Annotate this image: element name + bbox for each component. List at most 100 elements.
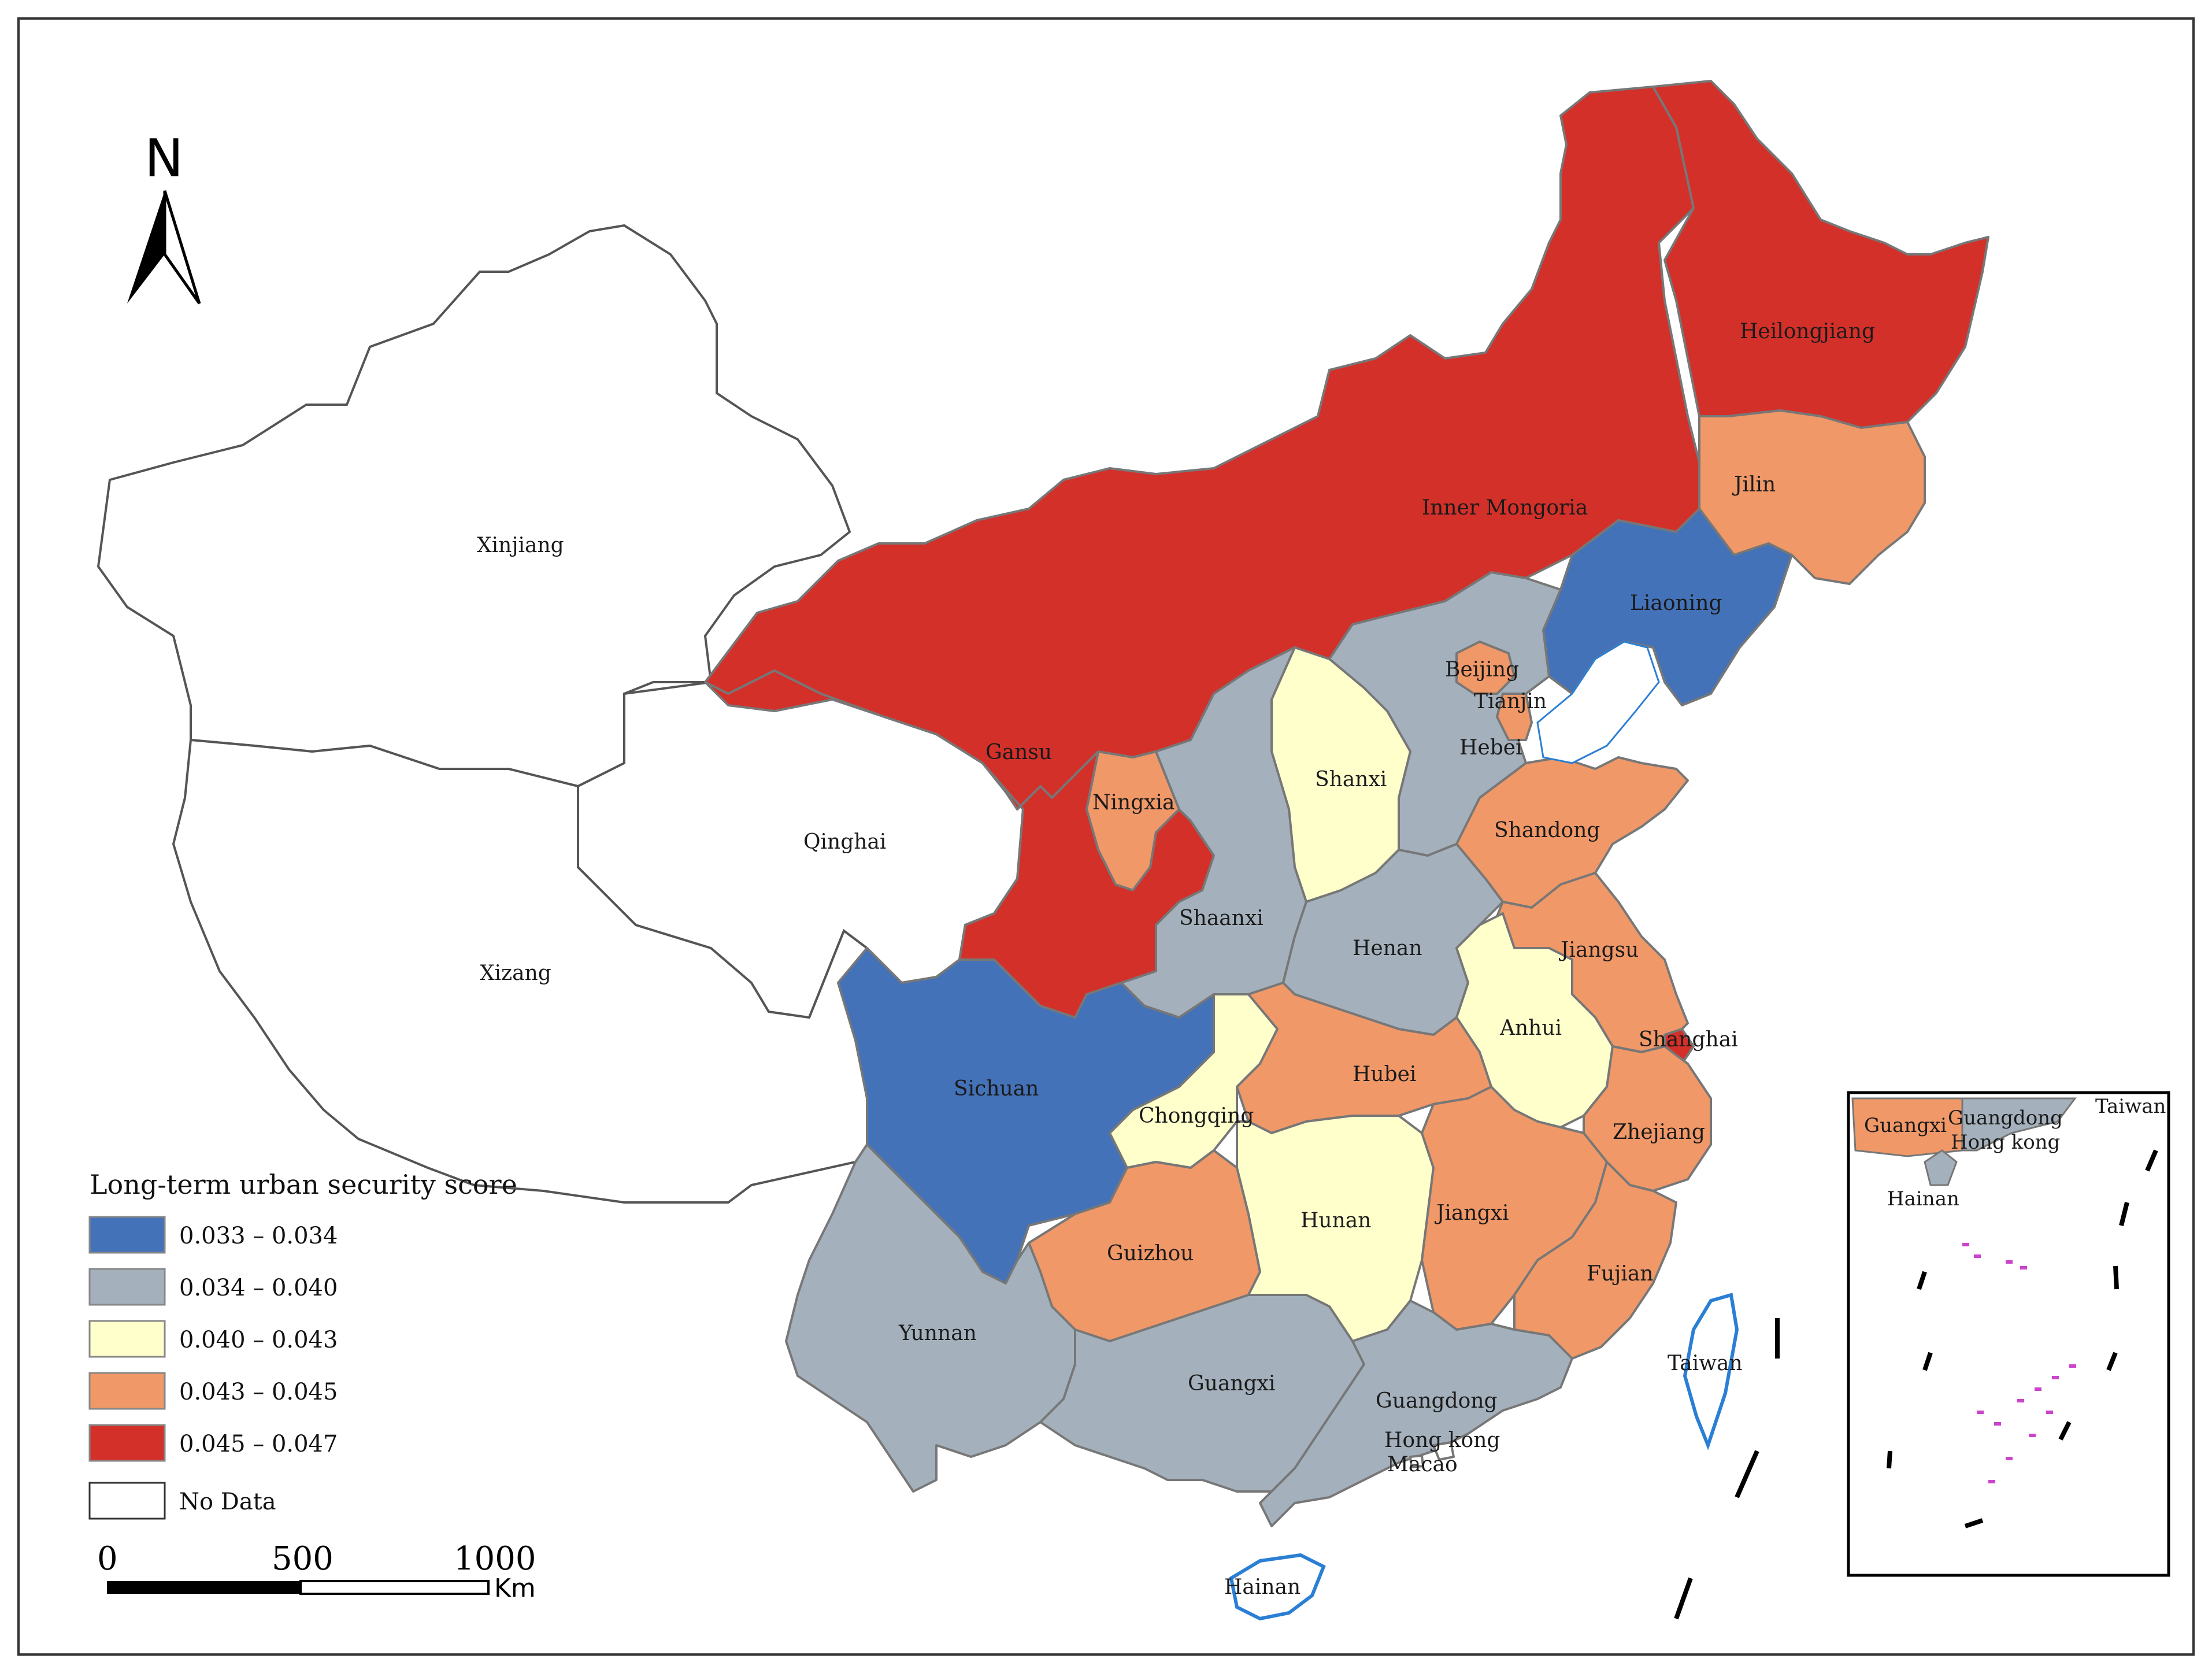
- inset-dash-4: [1917, 1271, 1927, 1290]
- legend-label-2: 0.040 – 0.043: [179, 1327, 338, 1353]
- north-arrow-outline-icon: [163, 190, 201, 305]
- province-label-inner-mongoria: Inner Mongoria: [1422, 496, 1588, 520]
- province-label-shanghai: Shanghai: [1639, 1028, 1738, 1052]
- inset-island: [2020, 1266, 2027, 1269]
- province-label-henan: Henan: [1353, 937, 1422, 960]
- province-label-hebei: Hebei: [1459, 736, 1522, 760]
- province-label-hunan: Hunan: [1300, 1209, 1371, 1232]
- province-label-shandong: Shandong: [1494, 819, 1600, 842]
- province-label-xinjiang: Xinjiang: [477, 534, 564, 557]
- bohai-sea: [1536, 641, 1660, 764]
- scale-tick-0: 0: [97, 1540, 118, 1578]
- province-label-hubei: Hubei: [1353, 1063, 1416, 1086]
- scale-bar-black: [107, 1581, 301, 1594]
- south-china-sea-inset: Guangxi Guangdong Hong kong Taiwan Haina…: [1847, 1091, 2170, 1577]
- inset-island: [2017, 1399, 2024, 1402]
- legend-swatch-no-data: [88, 1482, 166, 1520]
- province-label-heilongjiang: Heilongjiang: [1740, 320, 1875, 343]
- inset-guangxi: [1851, 1097, 1963, 1157]
- nine-dash-2: [1735, 1450, 1759, 1498]
- inset-dash-5: [1922, 1352, 1933, 1371]
- inset-island: [2069, 1364, 2076, 1368]
- inset-guangdong: [1961, 1097, 2077, 1152]
- province-label-ningxia: Ningxia: [1092, 791, 1175, 815]
- legend-swatch-0: [88, 1216, 166, 1254]
- inset-islands: [1962, 1243, 2076, 1483]
- province-label-shanxi: Shanxi: [1315, 768, 1387, 791]
- legend-swatch-2: [88, 1320, 166, 1358]
- province-label-yunnan: Yunnan: [898, 1322, 977, 1345]
- nine-dash-3: [1674, 1577, 1693, 1620]
- province-label-hainan: Hainan: [1224, 1575, 1300, 1599]
- province-label-jiangxi: Jiangxi: [1434, 1201, 1509, 1225]
- province-label-tianjin: Tianjin: [1474, 690, 1547, 713]
- province-beijing: [1455, 641, 1516, 695]
- legend-label-0: 0.033 – 0.034: [179, 1223, 338, 1249]
- inset-hainan: [1924, 1149, 1958, 1186]
- scale-bar: 0 500 1000 Km: [97, 1540, 536, 1603]
- inset-label-guangxi: Guangxi: [1864, 1114, 1947, 1137]
- legend-label-4: 0.045 – 0.047: [179, 1431, 338, 1457]
- inset-island: [1962, 1243, 1969, 1246]
- inset-dash-3: [2113, 1265, 2119, 1290]
- province-fujian: [1513, 1161, 1677, 1360]
- legend-label-1: 0.034 – 0.040: [179, 1275, 338, 1301]
- province-label-chongqing: Chongqing: [1139, 1104, 1254, 1128]
- inset-island: [1988, 1480, 1995, 1483]
- province-label-guizhou: Guizhou: [1107, 1242, 1194, 1265]
- scale-tick-500: 500: [272, 1540, 334, 1578]
- inset-dash-1: [2145, 1149, 2158, 1172]
- inset-island: [2052, 1376, 2059, 1379]
- inset-dash-8: [2058, 1421, 2072, 1441]
- inset-dash-9: [1964, 1518, 1984, 1528]
- inset-island: [2029, 1434, 2036, 1437]
- inset-dash-2: [2119, 1202, 2129, 1226]
- inset-island: [2035, 1387, 2041, 1391]
- province-label-sichuan: Sichuan: [954, 1077, 1039, 1101]
- province-heilongjiang: [1652, 80, 1989, 429]
- legend-swatch-4: [88, 1424, 166, 1462]
- inset-island: [2046, 1411, 2053, 1414]
- province-taiwan: [1683, 1293, 1739, 1450]
- north-arrow: N: [127, 128, 201, 305]
- province-label-anhui: Anhui: [1499, 1016, 1562, 1040]
- province-label-guangdong: Guangdong: [1376, 1389, 1498, 1413]
- province-label-zhejiang: Zhejiang: [1613, 1120, 1705, 1144]
- inset-dash-6: [2106, 1352, 2118, 1371]
- inset-island: [2006, 1260, 2013, 1264]
- inset-island: [1974, 1254, 1981, 1258]
- province-label-jiangsu: Jiangsu: [1558, 938, 1639, 962]
- inset-frame: [1847, 1091, 2170, 1577]
- legend: Long-term urban security score 0.033 – 0…: [88, 1169, 517, 1520]
- north-label: N: [144, 128, 183, 189]
- province-label-qinghai: Qinghai: [803, 830, 886, 854]
- province-inner-mongoria: [704, 86, 1700, 810]
- legend-title: Long-term urban security score: [90, 1169, 517, 1200]
- provinces-layer: [97, 80, 1989, 1621]
- legend-swatch-3: [88, 1372, 166, 1410]
- inset-label-taiwan: Taiwan: [2095, 1095, 2166, 1118]
- province-label-shaanxi: Shaanxi: [1179, 906, 1264, 930]
- province-tianjin: [1496, 693, 1533, 741]
- province-label-jilin: Jilin: [1732, 473, 1776, 497]
- province-label-xizang: Xizang: [480, 961, 551, 985]
- legend-label-no-data: No Data: [179, 1489, 276, 1515]
- inset-island: [1994, 1422, 2001, 1426]
- province-label-macao: Macao: [1387, 1453, 1458, 1476]
- inset-island: [2006, 1457, 2013, 1460]
- province-macao: [1409, 1454, 1424, 1468]
- inset-label-hong-kong: Hong kong: [1951, 1131, 2060, 1154]
- province-label-taiwan: Taiwan: [1668, 1352, 1743, 1375]
- province-hong-kong: [1432, 1441, 1455, 1461]
- north-arrow-icon: [127, 191, 165, 303]
- province-label-beijing: Beijing: [1445, 658, 1519, 682]
- legend-swatch-1: [88, 1268, 166, 1306]
- inset-label-guangdong: Guangdong: [1948, 1106, 2063, 1130]
- scale-unit: Km: [494, 1574, 536, 1603]
- province-label-hong-kong: Hong kong: [1384, 1428, 1500, 1452]
- province-label-fujian: Fujian: [1587, 1262, 1654, 1286]
- inset-island: [1977, 1411, 1984, 1414]
- province-label-liaoning: Liaoning: [1630, 591, 1722, 615]
- inset-dash-7: [1887, 1450, 1892, 1469]
